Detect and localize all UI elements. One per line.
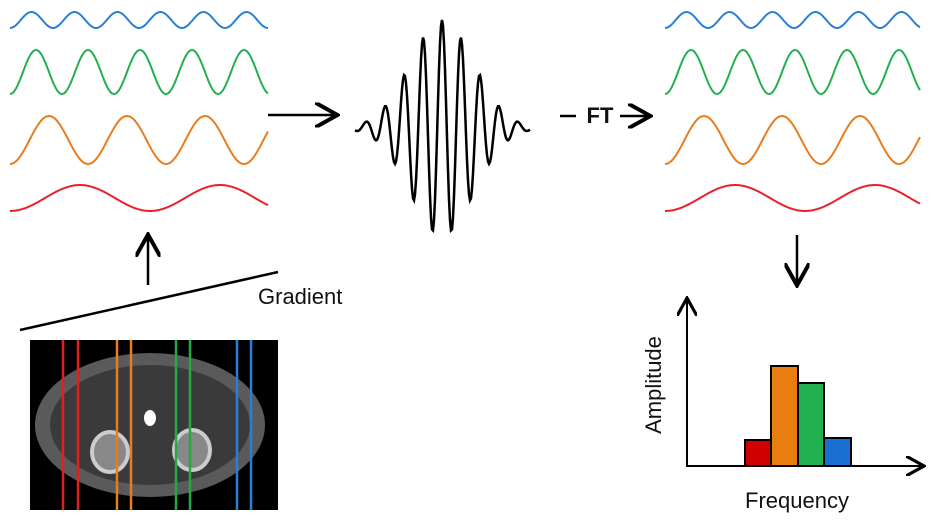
- waves: [10, 12, 920, 230]
- x-axis-label: Frequency: [745, 488, 849, 513]
- kidney: [92, 432, 128, 472]
- wave: [355, 20, 530, 230]
- wave: [10, 50, 268, 94]
- vessel: [144, 410, 156, 426]
- wave: [665, 12, 920, 28]
- wave: [665, 50, 920, 94]
- diagram: FT Gradient Amplitude Frequency: [0, 0, 936, 522]
- wave: [10, 116, 268, 164]
- y-axis-label: Amplitude: [641, 336, 666, 434]
- wave: [10, 185, 268, 211]
- wave: [665, 185, 920, 211]
- wave: [665, 116, 920, 164]
- wave: [10, 12, 268, 28]
- ft-label: FT: [587, 103, 614, 128]
- spectrum-bars: [745, 366, 851, 466]
- kidney: [174, 430, 210, 470]
- gradient-label: Gradient: [258, 284, 342, 309]
